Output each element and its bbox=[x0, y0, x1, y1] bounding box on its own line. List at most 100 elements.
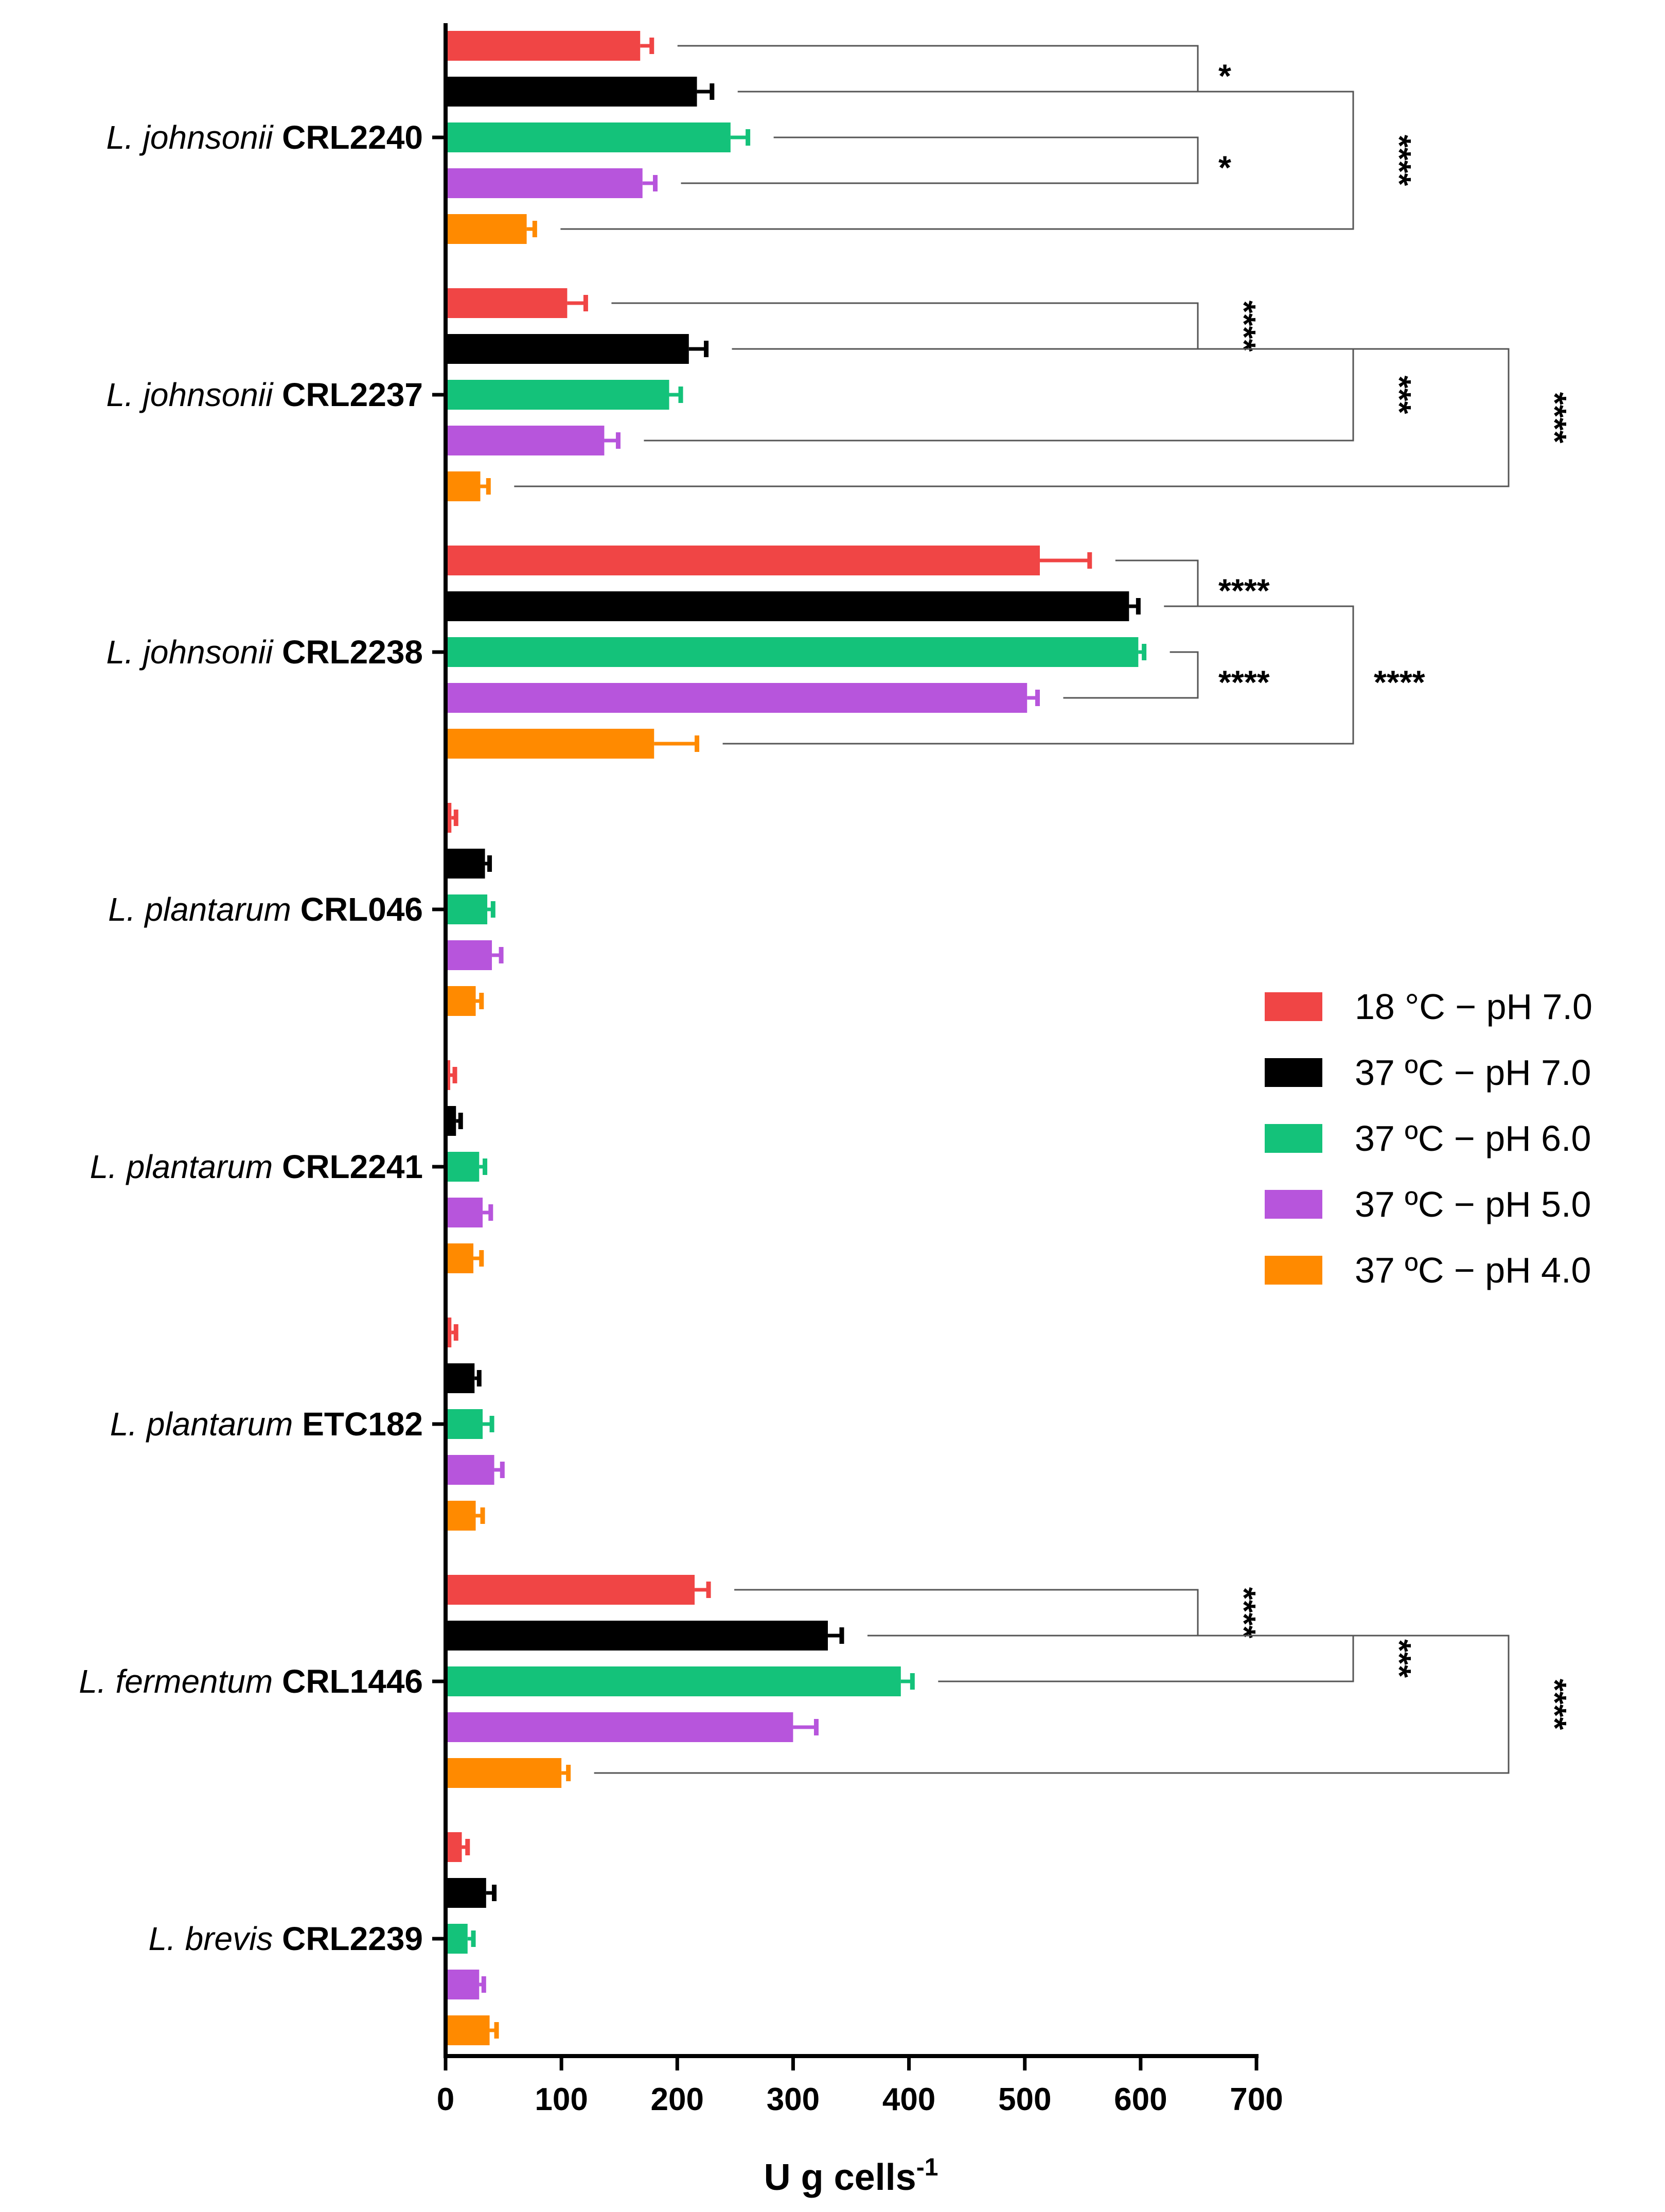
bar bbox=[446, 426, 605, 455]
category-species: L. fermentum bbox=[79, 1663, 282, 1700]
category-species: L. brevis bbox=[148, 1920, 282, 1957]
category-label: L. brevis CRL2239 bbox=[148, 1920, 423, 1957]
significance-label: * bbox=[1218, 149, 1231, 186]
x-tick-label: 0 bbox=[437, 2082, 454, 2117]
category-label: L. plantarum CRL2241 bbox=[90, 1148, 423, 1185]
bars bbox=[446, 31, 1147, 2045]
significance-bracket bbox=[560, 91, 1354, 230]
significance-bracket bbox=[681, 136, 1199, 184]
bar bbox=[446, 1409, 483, 1439]
bar bbox=[446, 1198, 483, 1227]
category-species: L. johnsonii bbox=[107, 119, 282, 156]
significance-annotations: ** *********** ************ *************** bbox=[514, 45, 1573, 1774]
significance-bracket bbox=[677, 45, 1199, 93]
bar bbox=[446, 729, 654, 759]
axes bbox=[444, 23, 1259, 2058]
bar bbox=[446, 546, 1040, 575]
category-strain: CRL2239 bbox=[282, 1920, 423, 1957]
legend-label: 37 ºC − pH 4.0 bbox=[1355, 1250, 1591, 1290]
bar bbox=[446, 683, 1028, 713]
category-species: L. johnsonii bbox=[107, 634, 282, 671]
x-axis-title-superscript: -1 bbox=[916, 2154, 938, 2181]
legend-swatch bbox=[1265, 1190, 1322, 1219]
significance-label: **** bbox=[1226, 1587, 1263, 1639]
category-strain: CRL2240 bbox=[282, 119, 423, 156]
bar bbox=[446, 77, 697, 107]
bar bbox=[446, 1152, 480, 1182]
significance-bracket bbox=[611, 302, 1199, 350]
bar bbox=[446, 122, 731, 152]
bar bbox=[446, 1878, 486, 1908]
bar bbox=[446, 214, 527, 244]
bar bbox=[446, 334, 689, 364]
category-species: L. johnsonii bbox=[107, 376, 282, 413]
bar bbox=[446, 940, 492, 970]
significance-label: **** bbox=[1536, 1679, 1573, 1730]
bar bbox=[446, 1318, 452, 1347]
legend-label: 18 °C − pH 7.0 bbox=[1355, 987, 1592, 1027]
bar bbox=[446, 1060, 451, 1090]
legend-swatch bbox=[1265, 992, 1322, 1021]
bar bbox=[446, 1455, 494, 1485]
category-strain: ETC182 bbox=[302, 1406, 423, 1443]
bar bbox=[446, 1501, 476, 1531]
bar bbox=[446, 849, 485, 879]
x-tick-label: 700 bbox=[1230, 2082, 1283, 2117]
significance-label: **** bbox=[1226, 301, 1263, 352]
bar bbox=[446, 591, 1129, 621]
category-strain: CRL046 bbox=[300, 891, 423, 928]
category-label: L. johnsonii CRL2240 bbox=[107, 119, 423, 156]
bar bbox=[446, 168, 643, 198]
bar bbox=[446, 2015, 490, 2045]
legend-label: 37 ºC − pH 6.0 bbox=[1355, 1118, 1591, 1158]
category-label: L. plantarum ETC182 bbox=[110, 1406, 423, 1443]
x-tick-label: 100 bbox=[535, 2082, 588, 2117]
significance-label: **** bbox=[1218, 572, 1270, 609]
category-strain: CRL2241 bbox=[282, 1148, 423, 1185]
significance-label: **** bbox=[1381, 135, 1418, 186]
category-label: L. plantarum CRL046 bbox=[108, 891, 423, 928]
bar bbox=[446, 986, 476, 1016]
x-tick-label: 300 bbox=[767, 2082, 820, 2117]
category-species: L. plantarum bbox=[108, 891, 300, 928]
category-strain: CRL2237 bbox=[282, 376, 423, 413]
bar bbox=[446, 894, 488, 924]
significance-bracket bbox=[1063, 651, 1199, 699]
significance-label: * bbox=[1218, 58, 1231, 95]
bar bbox=[446, 1666, 901, 1696]
bar bbox=[446, 1712, 793, 1742]
significance-label: **** bbox=[1374, 664, 1425, 701]
category-strain: CRL2238 bbox=[282, 634, 423, 671]
x-tick-label: 600 bbox=[1114, 2082, 1167, 2117]
bar bbox=[446, 1363, 475, 1393]
category-species: L. plantarum bbox=[110, 1406, 303, 1443]
significance-bracket bbox=[514, 348, 1510, 487]
category-label: L. johnsonii CRL2238 bbox=[107, 634, 423, 671]
legend-swatch bbox=[1265, 1058, 1322, 1087]
bar bbox=[446, 288, 568, 318]
legend: 18 °C − pH 7.0 37 ºC − pH 7.0 37 ºC − pH 6… bbox=[1265, 987, 1592, 1290]
bar bbox=[446, 803, 452, 833]
bar bbox=[446, 380, 669, 410]
significance-bracket bbox=[722, 605, 1354, 745]
bar bbox=[446, 1970, 480, 1999]
x-tick-label: 400 bbox=[882, 2082, 935, 2117]
legend-swatch bbox=[1265, 1124, 1322, 1153]
bar bbox=[446, 1106, 456, 1136]
bar bbox=[446, 1832, 462, 1862]
significance-label: **** bbox=[1536, 392, 1573, 444]
bar bbox=[446, 1621, 828, 1651]
legend-label: 37 ºC − pH 7.0 bbox=[1355, 1052, 1591, 1093]
significance-label: *** bbox=[1381, 376, 1418, 414]
category-label: L. johnsonii CRL2237 bbox=[107, 376, 423, 413]
significance-bracket bbox=[644, 348, 1354, 442]
significance-bracket bbox=[594, 1635, 1510, 1774]
category-species: L. plantarum bbox=[90, 1148, 282, 1185]
bar bbox=[446, 1758, 562, 1788]
legend-label: 37 ºC − pH 5.0 bbox=[1355, 1184, 1591, 1224]
significance-label: *** bbox=[1381, 1639, 1418, 1678]
x-axis-title: U g cells-1 bbox=[764, 2154, 938, 2198]
bar bbox=[446, 1243, 474, 1273]
significance-label: **** bbox=[1218, 664, 1270, 701]
